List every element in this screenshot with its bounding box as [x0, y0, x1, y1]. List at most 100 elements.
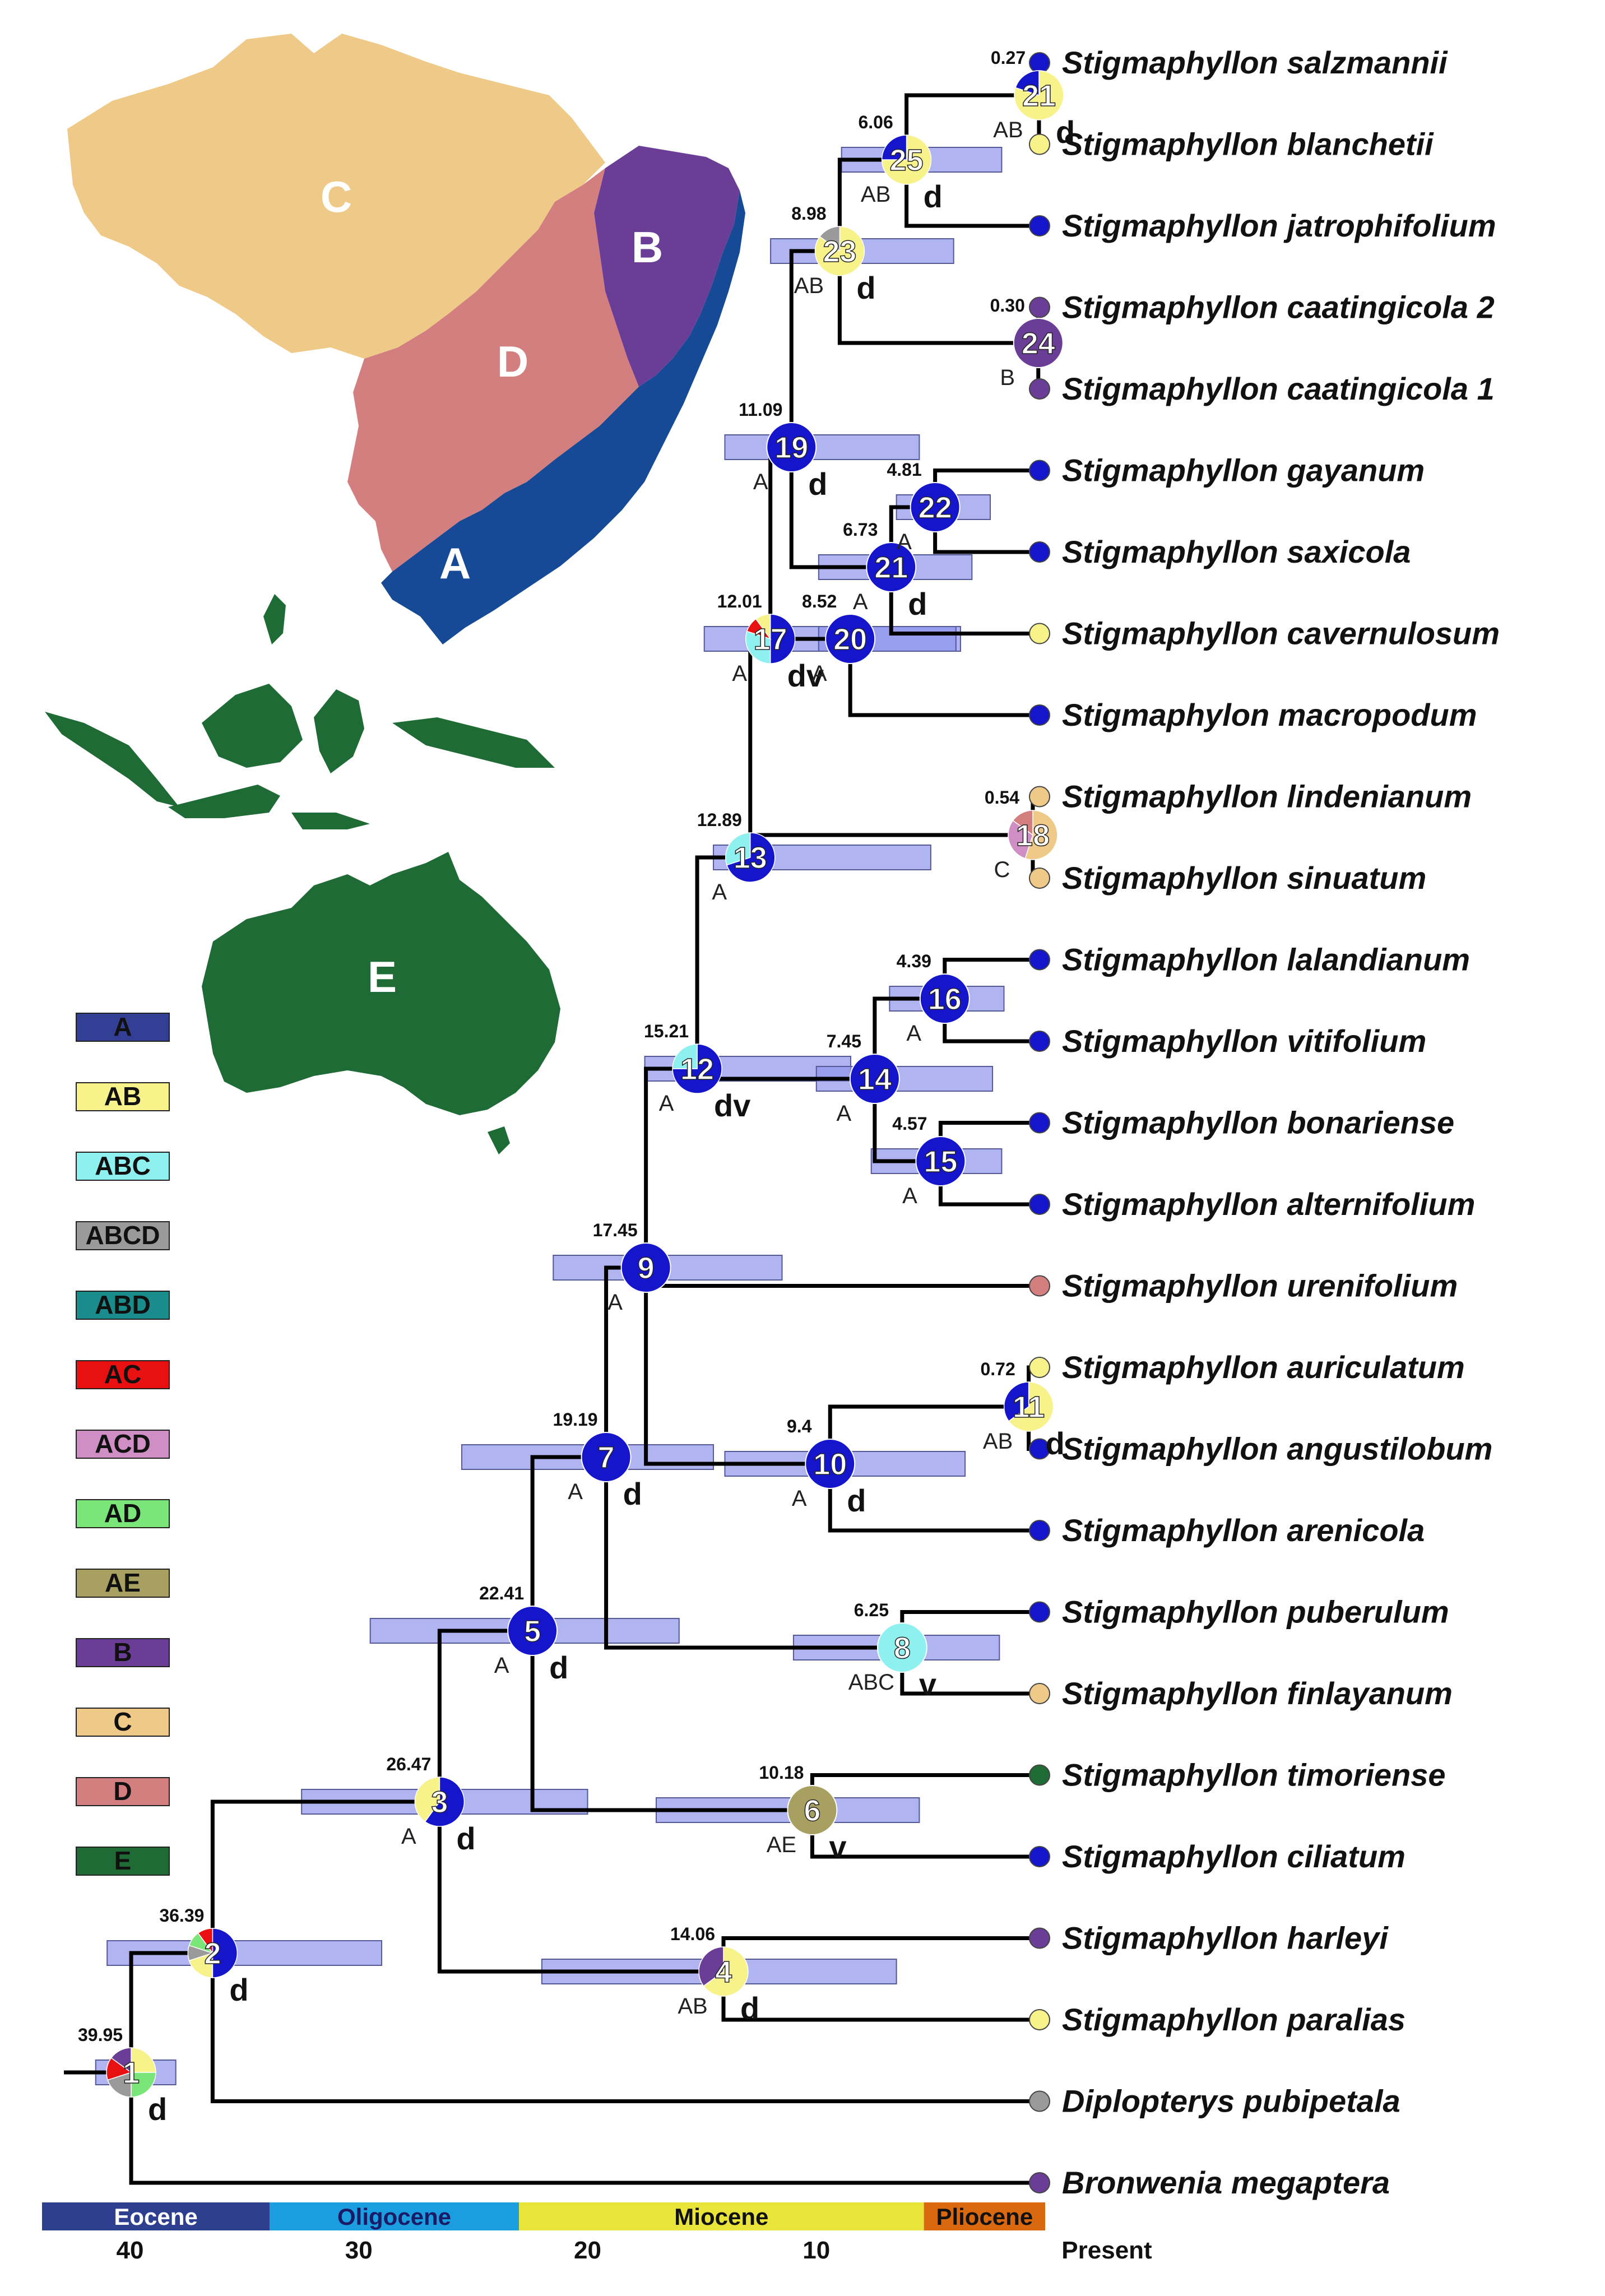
- era-label: Miocene: [674, 2204, 768, 2230]
- node-area: A: [837, 1101, 852, 1126]
- node-age: 4.81: [887, 460, 921, 480]
- node-pie-slice: [769, 614, 796, 664]
- node-pie-slice: [698, 1946, 724, 1987]
- taxon-label: Stigmaphyllon vitifolium: [1062, 1023, 1426, 1059]
- taxon-label: Stigmaphyllon lindenianum: [1062, 779, 1472, 814]
- node-age: 6.73: [843, 520, 878, 540]
- tip-marker: [1029, 786, 1050, 808]
- node-age: 6.25: [854, 1600, 889, 1620]
- time-tick-label: 40: [117, 2237, 144, 2264]
- node-number: 14: [858, 1063, 892, 1096]
- node-number: 10: [813, 1448, 847, 1481]
- node-area: AB: [983, 1429, 1013, 1454]
- branch-7-8: [604, 1457, 902, 1650]
- node-3: 326.47 A d: [386, 1754, 475, 1856]
- node-number: 21: [1022, 79, 1056, 113]
- tip-marker: [1029, 133, 1050, 155]
- node-pie-slice: [581, 1432, 632, 1482]
- taxon-label: Stigmaphyllon harleyi: [1062, 1921, 1389, 1956]
- taxon-label: Stigmaphylon macropodum: [1062, 697, 1477, 732]
- map-label-d: D: [497, 337, 528, 386]
- node-18: 18 0.54 C: [985, 787, 1058, 882]
- node-age: 0.72: [980, 1359, 1015, 1379]
- node-area: A: [753, 470, 768, 494]
- node-number: 9: [638, 1251, 655, 1285]
- node-pie-slice: [110, 2047, 132, 2074]
- legend-label-abcd: ABCD: [86, 1221, 160, 1250]
- node-age: 0.30: [990, 295, 1025, 316]
- node-20: 20 8.52 A: [802, 591, 876, 686]
- legend-label-c: C: [113, 1707, 132, 1736]
- tip-marker: [1029, 1927, 1050, 1949]
- area-legend: A AB ABC ABCD ABD AC ACD AD AE B C D E: [76, 1012, 170, 1876]
- legend-label-acd: ACD: [95, 1429, 151, 1458]
- tip-marker: [1029, 1846, 1050, 1867]
- node-age: 8.52: [802, 591, 837, 611]
- era-band-eocene: [42, 2202, 270, 2230]
- era-label: Eocene: [114, 2204, 197, 2230]
- taxon-label: Stigmaphyllon caatingicola 1: [1062, 371, 1495, 406]
- node-number: 3: [431, 1785, 448, 1819]
- node-pie-slice: [1008, 820, 1033, 859]
- node-event: dv: [787, 658, 824, 693]
- node-event: d: [740, 1991, 759, 2026]
- taxon-label: Stigmaphyllon angustilobum: [1062, 1431, 1492, 1467]
- node-event: v: [829, 1829, 846, 1864]
- node-number: 2: [204, 1937, 221, 1970]
- node-area: A: [494, 1653, 509, 1678]
- node-pie-slice: [197, 1928, 214, 1955]
- node-area: C: [994, 857, 1010, 882]
- node-area: AB: [794, 273, 824, 298]
- node-age: 15.21: [644, 1021, 689, 1041]
- region-e-islands-1: [45, 712, 179, 807]
- branch-1-2: [129, 1951, 213, 2072]
- node-age: 14.06: [670, 1924, 715, 1944]
- node-event: d: [847, 1483, 866, 1518]
- taxon-label: Stigmaphyllon puberulum: [1062, 1594, 1449, 1630]
- era-band-miocene: [519, 2202, 924, 2230]
- region-d-shape: [347, 168, 639, 572]
- node-event: d: [456, 1821, 475, 1856]
- region-c-shape: [67, 34, 605, 359]
- node-13: 13 12.89 A: [697, 810, 776, 905]
- legend-swatch-ab: [76, 1082, 170, 1111]
- taxon-label: Stigmaphyllon lalandianum: [1062, 942, 1470, 977]
- node-pie-slice: [703, 1946, 749, 1997]
- tip-marker: [1029, 1357, 1050, 1378]
- node-19: 19 11.09 A d: [739, 400, 827, 502]
- legend-label-ab: AB: [104, 1082, 141, 1111]
- node-age: 0.54: [985, 787, 1019, 808]
- node-12: 12 15.21 A dv: [644, 1021, 750, 1123]
- time-scale: Eocene Oligocene Miocene Pliocene 40 30 20 10 Pr…: [42, 2202, 1152, 2264]
- node-area: A: [897, 530, 912, 554]
- taxon-label: Stigmaphyllon urenifolium: [1062, 1268, 1458, 1304]
- node-area: A: [853, 590, 868, 614]
- tip-marker: [1029, 1520, 1050, 1541]
- node-pie-slice: [819, 226, 841, 252]
- taxon-label: Stigmaphyllon paralias: [1062, 2002, 1405, 2037]
- node-21b: 21 0.27 AB d: [991, 48, 1075, 150]
- taxon-label: Bronwenia megaptera: [1062, 2165, 1390, 2200]
- node-pie-slice: [1024, 810, 1058, 860]
- region-e-islands-7: [291, 813, 370, 829]
- taxon-label: Stigmaphyllon caatingicola 2: [1062, 290, 1495, 325]
- taxon-label: Stigmaphyllon saxicola: [1062, 534, 1411, 569]
- node-pie-slice: [805, 1439, 856, 1489]
- tip-marker: [1029, 1764, 1050, 1786]
- node-area: A: [712, 880, 727, 905]
- node-event: d: [1056, 114, 1075, 150]
- taxon-label: Stigmaphyllon finlayanum: [1062, 1676, 1453, 1711]
- node-event: d: [808, 466, 827, 502]
- node-area: A: [732, 661, 747, 686]
- legend-label-ae: AE: [105, 1568, 141, 1597]
- node-area: A: [792, 1486, 807, 1511]
- node-number: 15: [924, 1145, 957, 1179]
- time-tick-label: Present: [1061, 2237, 1152, 2264]
- node-area: AB: [861, 182, 890, 207]
- node-number: 19: [774, 431, 808, 465]
- tip-marker: [1029, 1683, 1050, 1704]
- era-label: Oligocene: [337, 2204, 451, 2230]
- legend-swatch-acd: [76, 1430, 170, 1459]
- tip-marker: [1029, 378, 1050, 400]
